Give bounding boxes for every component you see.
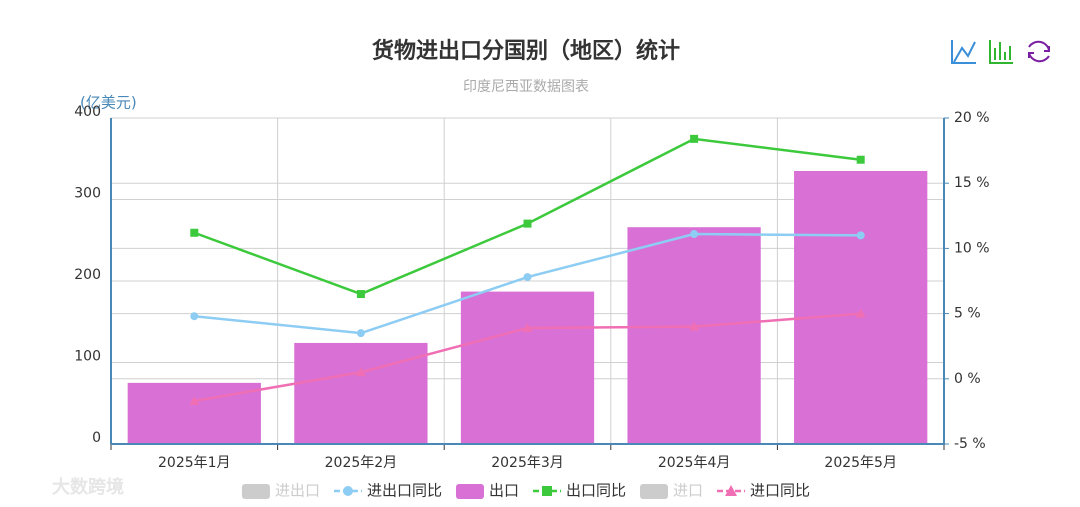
point xyxy=(190,228,199,237)
bar xyxy=(294,342,428,444)
y-tick-label: 0 xyxy=(92,430,101,446)
y2-tick-label: 0 % xyxy=(954,371,981,387)
legend-swatch[interactable] xyxy=(241,484,270,499)
bar xyxy=(794,170,928,444)
x-tick-label: 2025年2月 xyxy=(325,455,398,471)
point xyxy=(190,312,199,321)
y-tick-label: 100 xyxy=(74,349,101,365)
point xyxy=(855,308,866,318)
y2-tick-label: -5 % xyxy=(954,436,986,452)
point xyxy=(523,273,532,282)
point xyxy=(856,155,865,164)
x-tick-label: 2025年1月 xyxy=(158,455,231,471)
point xyxy=(356,329,365,338)
legend-label[interactable]: 进口 xyxy=(673,482,703,500)
y-tick-label: 400 xyxy=(74,104,101,120)
point xyxy=(522,322,533,332)
legend-symbol xyxy=(725,485,738,496)
point xyxy=(690,230,699,239)
legend-label[interactable]: 出口 xyxy=(489,482,519,500)
point xyxy=(856,231,865,240)
line xyxy=(193,137,861,296)
y2-tick-label: 20 % xyxy=(954,110,990,126)
point xyxy=(690,134,699,143)
chart-subtitle: 印度尼西亚数据图表 xyxy=(463,79,589,95)
point xyxy=(189,395,200,405)
legend-label[interactable]: 进出口 xyxy=(275,482,320,500)
bar xyxy=(460,291,595,444)
chart-title: 货物进出口分国别（地区）统计 xyxy=(372,38,680,64)
point xyxy=(689,321,700,331)
point xyxy=(355,367,366,377)
line-icon[interactable] xyxy=(951,40,976,64)
legend-label[interactable]: 进出口同比 xyxy=(367,482,442,500)
point xyxy=(523,219,532,228)
y-tick-label: 200 xyxy=(74,267,101,283)
y-tick-label: 300 xyxy=(74,186,101,202)
restore-icon[interactable] xyxy=(1028,40,1050,63)
point xyxy=(356,290,365,299)
watermark: 大数跨境 xyxy=(52,476,124,498)
legend-swatch[interactable] xyxy=(455,484,484,499)
legend-swatch[interactable] xyxy=(640,484,669,499)
legend-label[interactable]: 进口同比 xyxy=(750,482,810,500)
bar xyxy=(627,227,761,444)
bar-icon[interactable] xyxy=(989,40,1013,64)
x-tick-label: 2025年4月 xyxy=(658,455,731,471)
legend-label[interactable]: 出口同比 xyxy=(566,482,626,500)
legend-symbol xyxy=(542,486,552,496)
y-axis-label: (亿美元) xyxy=(80,94,137,112)
y2-tick-label: 15 % xyxy=(954,175,990,191)
y2-tick-label: 10 % xyxy=(954,240,990,256)
y2-tick-label: 5 % xyxy=(954,306,981,322)
legend-symbol xyxy=(342,486,353,496)
toolbox[interactable] xyxy=(951,40,1050,64)
x-tick-label: 2025年5月 xyxy=(824,455,897,471)
x-tick-label: 2025年3月 xyxy=(491,455,564,471)
